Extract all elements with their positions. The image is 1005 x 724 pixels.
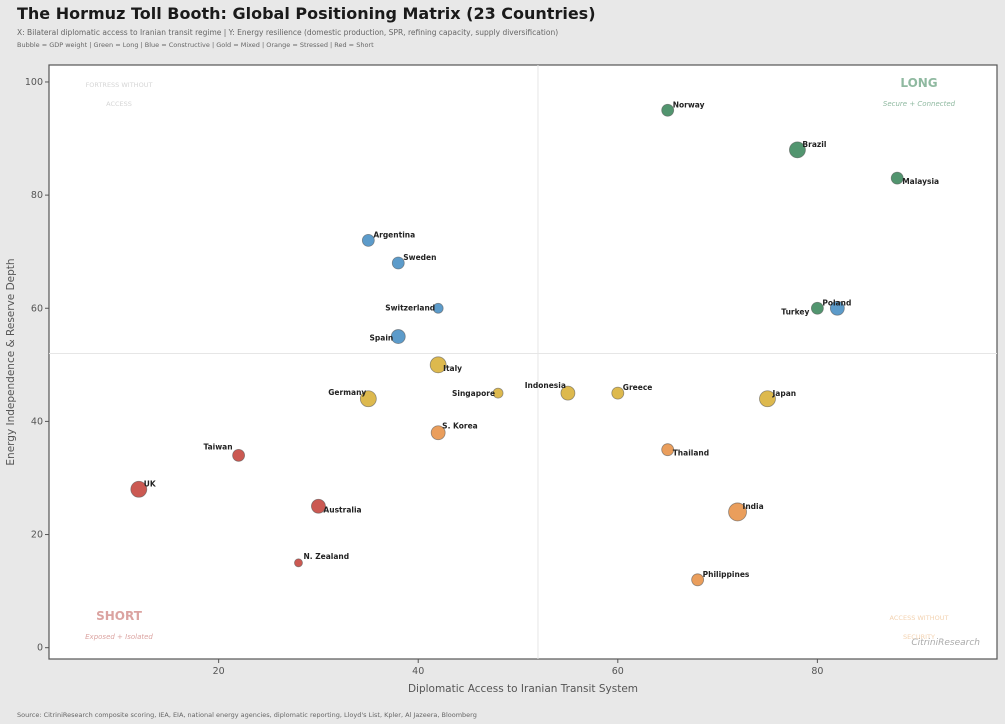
- point-label: UK: [144, 479, 157, 488]
- bubble-thailand: [661, 443, 675, 457]
- bubble-singapore: [492, 387, 504, 399]
- bubble-malaysia: [890, 171, 904, 185]
- bubble-poland: [829, 300, 845, 316]
- y-tick-label: 40: [31, 416, 43, 427]
- point-label: Sweden: [403, 253, 436, 262]
- bubble-n-zealand: [294, 558, 303, 568]
- x-tick-label: 20: [213, 666, 225, 677]
- bubble-argentina: [361, 233, 375, 247]
- point-label: Norway: [673, 100, 705, 109]
- bubble-norway: [661, 103, 675, 117]
- source-note: Source: CitriniResearch composite scorin…: [17, 711, 477, 719]
- y-tick-label: 100: [25, 77, 43, 88]
- point-label: Greece: [623, 383, 653, 392]
- chart-subtitle: X: Bilateral diplomatic access to Irania…: [17, 28, 559, 37]
- x-tick-label: 40: [412, 666, 424, 677]
- x-tick-label: 60: [612, 666, 624, 677]
- bubble-brazil: [789, 141, 806, 159]
- y-axis-label: Energy Independence & Reserve Depth: [5, 258, 17, 465]
- bubble-india: [728, 502, 747, 522]
- bubble-uk: [130, 480, 148, 498]
- point-label: Germany: [328, 388, 366, 397]
- point-label: Poland: [822, 298, 851, 307]
- point-label: Philippines: [703, 570, 750, 579]
- point-label: Australia: [323, 505, 361, 514]
- point-label: Turkey: [781, 307, 809, 316]
- point-label: N. Zealand: [303, 552, 349, 561]
- bubble-taiwan: [232, 448, 246, 462]
- bubble-italy: [429, 356, 447, 374]
- quadrant-long-title: LONG: [900, 76, 937, 90]
- y-tick-label: 80: [31, 190, 43, 201]
- point-label: Spain: [370, 334, 394, 343]
- bubble-australia: [311, 498, 326, 514]
- bubble-philippines: [691, 573, 705, 587]
- quadrant-short-subtitle: Exposed + Isolated: [85, 633, 153, 641]
- watermark: CitriniResearch: [911, 638, 980, 648]
- quadrant-long-subtitle: Secure + Connected: [883, 100, 956, 108]
- point-label: Singapore: [452, 389, 495, 398]
- quadrant-fortress-title: FORTRESS WITHOUT: [86, 81, 153, 89]
- point-label: Indonesia: [525, 381, 566, 390]
- point-label: India: [743, 502, 764, 511]
- quadrant-fortress-title-2: ACCESS: [106, 100, 132, 108]
- plot-area: [48, 64, 998, 660]
- chart-legend-line: Bubble = GDP weight | Green = Long | Blu…: [17, 41, 374, 49]
- point-label: Argentina: [373, 230, 415, 239]
- bubble-greece: [611, 386, 625, 400]
- bubble-switzerland: [432, 302, 444, 314]
- y-tick-label: 20: [31, 530, 43, 541]
- quadrant-short-title: SHORT: [96, 609, 143, 623]
- bubble-sweden: [391, 256, 405, 270]
- bubble-japan: [759, 390, 776, 408]
- chart-title: The Hormuz Toll Booth: Global Positionin…: [17, 4, 596, 23]
- y-tick-label: 60: [31, 303, 43, 314]
- point-label: Brazil: [802, 140, 826, 149]
- point-label: S. Korea: [442, 422, 478, 431]
- bubble-indonesia: [560, 385, 576, 401]
- point-label: Italy: [443, 364, 462, 373]
- bubble-turkey: [810, 301, 824, 315]
- quadrant-access-title-2: SECURITY: [903, 633, 935, 641]
- point-label: Japan: [771, 389, 796, 398]
- bubble-germany: [359, 390, 377, 408]
- quadrant-access-title: ACCESS WITHOUT: [890, 614, 949, 622]
- x-axis-label: Diplomatic Access to Iranian Transit Sys…: [408, 683, 638, 695]
- bubble-spain: [390, 329, 406, 344]
- y-tick-label: 0: [37, 643, 43, 654]
- point-label: Thailand: [673, 449, 709, 458]
- point-label: Switzerland: [385, 303, 435, 312]
- bubble-s-korea: [430, 425, 446, 441]
- point-label: Taiwan: [203, 442, 232, 451]
- x-tick-label: 80: [811, 666, 823, 677]
- point-label: Malaysia: [902, 177, 939, 186]
